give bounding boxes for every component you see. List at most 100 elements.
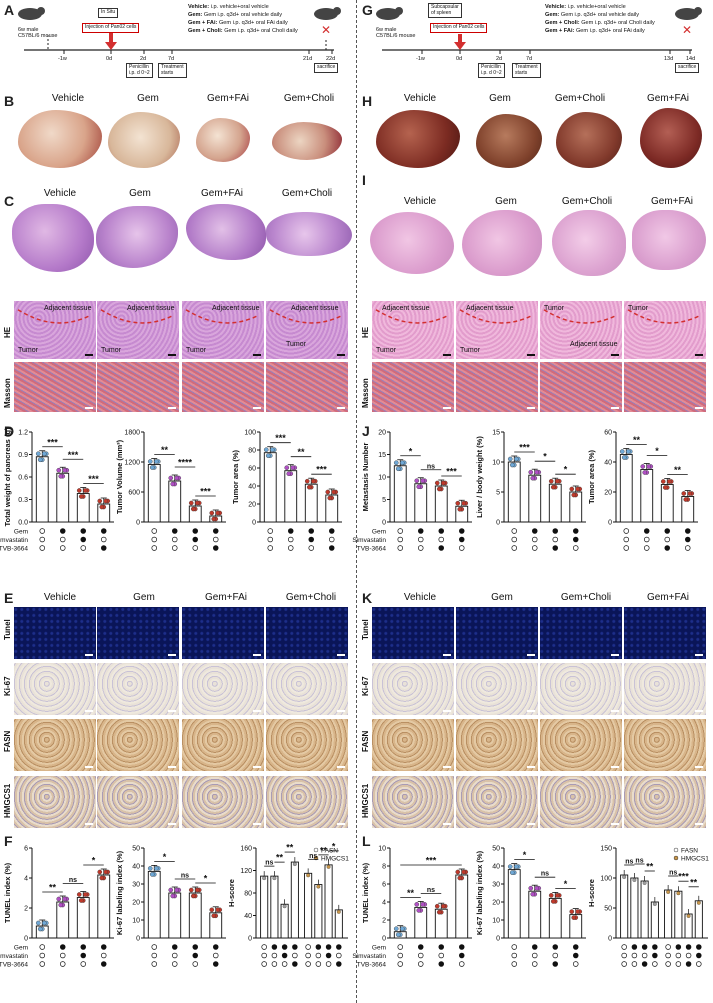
treatment-marker [572, 545, 579, 551]
ki67-micrograph [624, 663, 706, 715]
scale-bar [337, 654, 345, 656]
data-point [327, 495, 333, 501]
he-section-image [96, 206, 178, 268]
group-label: Gem+FAi [651, 196, 693, 207]
legend-label: HMGCS1 [321, 856, 349, 863]
data-point [170, 481, 176, 487]
treatment-marker [305, 961, 311, 967]
treatment-marker [308, 545, 315, 551]
y-axis-label: Ki-67 labeling index (%) [475, 850, 484, 935]
treatment-marker [418, 952, 424, 959]
scale-bar [527, 354, 535, 356]
treatment-marker [511, 961, 518, 967]
data-point [571, 915, 577, 920]
significance-label: *** [678, 872, 689, 882]
y-tick-label: 6 [24, 846, 28, 853]
tunel-micrograph [97, 607, 179, 659]
treatment-marker [652, 961, 658, 967]
pancreas-image [18, 110, 102, 168]
treatment-marker [192, 961, 199, 967]
panel-label-i: I [362, 172, 366, 188]
significance-label: ** [320, 845, 328, 855]
y-tick-label: 50 [492, 846, 500, 853]
treatment-marker [80, 961, 86, 967]
masson-micrograph [372, 362, 454, 412]
treatment-marker [325, 961, 332, 967]
treatment-marker [39, 944, 45, 950]
panel-label-j: J [362, 423, 370, 439]
panel-label-g: G [362, 2, 373, 18]
group-label: Gem+FAi [647, 592, 689, 603]
timeline-a-route: In Situ [98, 8, 119, 18]
hmgcs1-micrograph [14, 776, 96, 828]
masson-micrograph [14, 362, 96, 412]
treatment-marker [305, 944, 311, 950]
data-point [174, 887, 180, 893]
data-point [666, 890, 671, 894]
timeline-a-tick-3: 7d [168, 56, 175, 62]
data-point [455, 869, 461, 875]
treatment-marker [325, 944, 332, 950]
y-tick-label: 80 [248, 448, 256, 455]
data-point [399, 460, 405, 466]
data-point [168, 475, 174, 481]
data-point [316, 884, 321, 889]
ki67-micrograph [182, 663, 264, 715]
data-point [416, 484, 422, 490]
treatment-marker [261, 952, 267, 959]
hmgcs1-micrograph [182, 776, 264, 828]
hmgcs1-micrograph [266, 776, 348, 828]
y-tick-label: 0 [248, 936, 252, 943]
treatment-marker [271, 961, 278, 967]
y-tick-label: 10 [378, 846, 386, 853]
treatment-row-label: Simvastatin [352, 537, 386, 544]
bar [620, 874, 629, 939]
treatment-marker [281, 952, 288, 959]
data-point [461, 869, 467, 875]
treatment-marker [59, 944, 66, 950]
data-point [99, 504, 105, 510]
y-tick-label: 50 [604, 906, 612, 913]
y-tick-label: 40 [248, 484, 256, 491]
data-point [99, 875, 105, 881]
y-tick-label: 15 [492, 430, 500, 437]
treatment-marker [511, 536, 518, 543]
y-tick-label: 0 [136, 936, 140, 943]
scale-bar [527, 710, 535, 712]
data-point [575, 909, 581, 914]
treatment-marker [397, 944, 404, 950]
y-tick-label: 30 [132, 882, 140, 889]
data-point [284, 465, 290, 471]
treatment-marker [665, 944, 671, 950]
treatment-marker [696, 961, 702, 967]
significance-label: ns [69, 877, 77, 884]
data-point [414, 902, 420, 907]
he-section-image [552, 210, 626, 276]
he-section-image [186, 204, 266, 260]
scale-bar [695, 710, 703, 712]
tissue-label: Adjacent tissue [466, 305, 514, 312]
masson-micrograph [540, 362, 622, 412]
data-point [41, 920, 47, 926]
treatment-marker [80, 944, 86, 950]
bar [314, 884, 323, 939]
bar [434, 485, 448, 523]
treatment-marker [151, 952, 158, 959]
data-point [420, 478, 426, 484]
data-point [436, 909, 442, 915]
data-point [393, 460, 399, 466]
significance-label: *** [426, 856, 437, 866]
treatment-marker [308, 536, 315, 543]
y-tick-label: 0.3 [18, 497, 28, 504]
treatment-marker [459, 952, 465, 959]
tissue-label: Adjacent tissue [127, 305, 175, 312]
panel-label-h: H [362, 93, 373, 109]
treatment-marker [288, 536, 294, 543]
y-tick-label: 20 [132, 900, 140, 907]
data-point [292, 862, 297, 867]
data-point [290, 465, 296, 471]
treatment-marker [100, 545, 107, 551]
treatment-marker [325, 952, 332, 959]
scale-bar [337, 766, 345, 768]
data-point [306, 873, 311, 878]
